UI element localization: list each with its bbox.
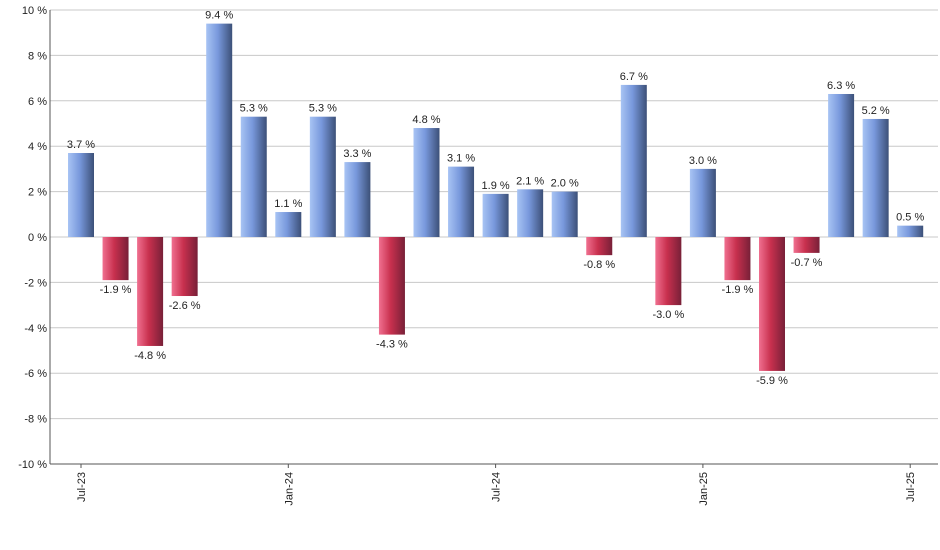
bar-oct-24	[586, 237, 613, 256]
y-tick-label: 0 %	[28, 232, 47, 244]
data-label: 2.1 %	[516, 175, 544, 187]
data-label: 1.9 %	[482, 180, 510, 192]
x-tick-label: Jul-25	[905, 472, 917, 502]
bar-apr-24	[378, 237, 405, 335]
data-label: 4.8 %	[412, 114, 440, 126]
data-label: 6.7 %	[620, 71, 648, 83]
data-label: -0.7 %	[791, 257, 823, 269]
bar-jun-25	[862, 118, 889, 237]
bar-aug-23	[102, 237, 129, 281]
y-axis-tick-labels: 10 % 8 % 6 % 4 % 2 % 0 % -2 % -4 % -6 % -8 % -10 %	[18, 5, 47, 471]
bar-jan-24	[275, 212, 302, 237]
bar-nov-23	[206, 23, 233, 238]
y-tick-label: -2 %	[24, 277, 47, 289]
data-labels: 3.7 % -1.9 % -4.8 % -2.6 % 9.4 % 5.3 % 1.1 % 5.…	[67, 10, 925, 387]
axes	[49, 10, 938, 465]
bar-jan-25	[689, 168, 716, 237]
y-tick-label: 8 %	[28, 50, 47, 62]
y-tick-label: 6 %	[28, 96, 47, 108]
y-tick-label: -10 %	[18, 459, 47, 471]
bar-sep-24	[551, 191, 578, 237]
x-tick-label: Jul-24	[491, 472, 503, 502]
data-label: -5.9 %	[756, 375, 788, 387]
y-tick-label: 4 %	[28, 141, 47, 153]
data-label: 3.0 %	[689, 155, 717, 167]
bar-may-24	[413, 128, 440, 237]
bar-dec-23	[240, 116, 267, 237]
bar-jun-24	[448, 166, 475, 237]
data-label: 5.2 %	[862, 105, 890, 117]
bar-apr-25	[793, 237, 820, 253]
data-label: -4.8 %	[134, 350, 166, 362]
x-tick-label: Jan-25	[698, 472, 710, 506]
data-label: 1.1 %	[274, 198, 302, 210]
data-label: 3.1 %	[447, 153, 475, 165]
data-label: 6.3 %	[827, 80, 855, 92]
data-label: 9.4 %	[205, 10, 233, 22]
bar-may-25	[828, 93, 855, 238]
data-label: 0.5 %	[896, 212, 924, 224]
data-label: -1.9 %	[722, 284, 754, 296]
bar-mar-24	[344, 162, 371, 237]
bars	[68, 23, 924, 371]
bar-nov-24	[620, 84, 647, 237]
y-tick-label: -4 %	[24, 323, 47, 335]
bar-feb-25	[724, 237, 751, 281]
data-label: 2.0 %	[551, 178, 579, 190]
bar-jul-25	[897, 225, 924, 237]
bar-mar-25	[759, 237, 785, 371]
bar-feb-24	[309, 116, 336, 237]
bar-aug-24	[517, 189, 544, 237]
bar-jul-24	[482, 193, 509, 237]
x-tick-label: Jan-24	[283, 472, 295, 506]
data-label: 5.3 %	[240, 103, 268, 115]
data-label: -3.0 %	[652, 309, 684, 321]
data-label: 3.7 %	[67, 139, 95, 151]
data-label: -1.9 %	[100, 284, 132, 296]
data-label: 5.3 %	[309, 103, 337, 115]
data-label: -2.6 %	[169, 300, 201, 312]
x-tick-label: Jul-23	[76, 472, 88, 502]
bar-dec-24	[655, 237, 682, 306]
y-tick-label: 2 %	[28, 187, 47, 199]
data-label: -0.8 %	[583, 259, 615, 271]
y-tick-label: -6 %	[24, 368, 47, 380]
data-label: -4.3 %	[376, 339, 408, 351]
bar-sep-23	[137, 237, 164, 346]
y-tick-label: 10 %	[22, 5, 47, 17]
bar-jul-23	[68, 153, 94, 237]
data-label: 3.3 %	[343, 148, 371, 160]
x-axis-tick-labels: Jul-23 Jan-24 Jul-24 Jan-25 Jul-25	[76, 464, 917, 506]
y-tick-label: -8 %	[24, 414, 47, 426]
bar-oct-23	[171, 237, 198, 297]
